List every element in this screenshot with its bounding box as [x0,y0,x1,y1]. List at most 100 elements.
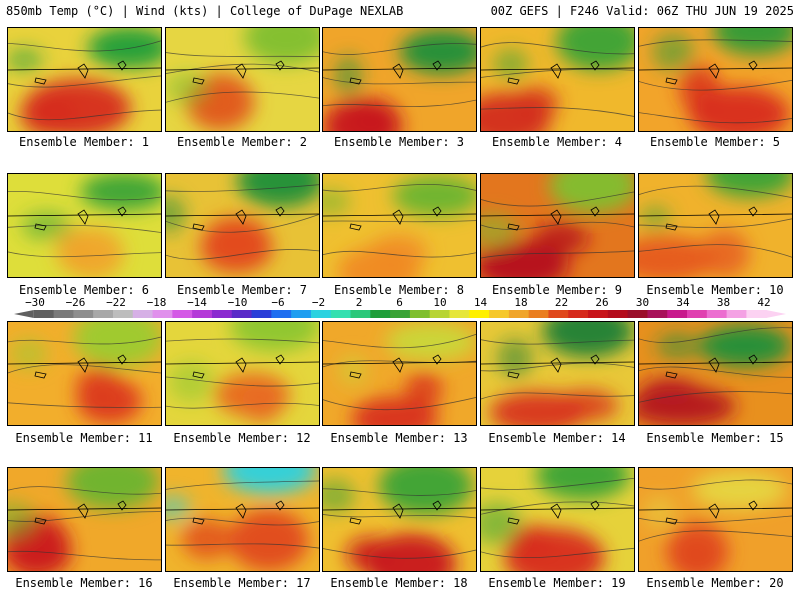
ensemble-member-map [480,27,635,132]
colorbar-segment [409,310,431,318]
colorbar-segment [93,310,114,318]
colorbar-segment [568,310,589,318]
colorbar-tick-label: −22 [106,296,126,309]
temperature-field [166,468,319,571]
temperature-field [481,174,634,277]
colorbar-tick-label: 42 [757,296,771,309]
ensemble-member-caption: Ensemble Member: 10 [646,283,784,297]
temperature-field [481,468,634,571]
ensemble-member-caption: Ensemble Member: 1 [18,135,150,149]
temperature-field [166,322,319,425]
colorbar-segment [390,310,411,318]
colorbar-segment [310,310,332,318]
ensemble-member-map [165,467,320,572]
colorbar-segment [271,310,292,318]
colorbar-segment [152,310,173,318]
ensemble-member-map [7,27,162,132]
ensemble-member-caption: Ensemble Member: 12 [173,431,311,445]
colorbar-segment [588,310,609,318]
colorbar-tick-label: −10 [227,296,248,309]
ensemble-member-caption: Ensemble Member: 18 [330,576,468,590]
colorbar-segment [706,310,728,318]
colorbar-tick-label: 26 [595,296,609,309]
ensemble-member-map [165,321,320,426]
colorbar-tick-label: 38 [716,296,731,309]
run-valid-time: 00Z GEFS | F246 Valid: 06Z THU JUN 19 20… [490,4,794,18]
colorbar-segment [370,310,391,318]
ensemble-member-map [638,467,793,572]
ensemble-member-caption: Ensemble Member: 4 [491,135,623,149]
colorbar-tick-label: −26 [65,296,86,309]
colorbar-segment [350,310,371,318]
ensemble-member-caption: Ensemble Member: 9 [491,283,623,297]
colorbar-tick-label: −2 [311,296,326,309]
temperature-field [8,174,161,277]
colorbar-tick-label: 34 [676,296,690,309]
ensemble-member-caption: Ensemble Member: 3 [333,135,465,149]
temperature-field [323,174,476,277]
temperature-field [639,322,792,425]
ensemble-member-map [7,321,162,426]
ensemble-member-map [638,173,793,278]
colorbar-segment [33,310,55,318]
ensemble-member-caption: Ensemble Member: 14 [488,431,626,445]
ensemble-member-caption: Ensemble Member: 19 [488,576,626,590]
colorbar-segment [291,310,312,318]
ensemble-member-map [480,467,635,572]
temperature-field [639,28,792,131]
ensemble-member-map [480,321,635,426]
colorbar-segment [667,310,688,318]
ensemble-member-caption: Ensemble Member: 17 [173,576,311,590]
ensemble-member-map [322,467,477,572]
ensemble-member-caption: Ensemble Member: 11 [15,431,153,445]
colorbar-tick-label: 18 [514,296,528,309]
ensemble-member-map [7,467,162,572]
temperature-field [323,322,476,425]
colorbar-segment [172,310,193,318]
colorbar-segment [528,310,549,318]
ensemble-member-map [638,27,793,132]
temperature-field [8,28,161,131]
ensemble-member-map [7,173,162,278]
colorbar-segment [746,310,767,318]
ensemble-member-caption: Ensemble Member: 7 [176,283,308,297]
colorbar-tick-label: 30 [635,296,650,309]
colorbar-min-arrow [14,310,34,318]
temperature-colorbar [14,310,786,318]
temperature-field [166,174,319,277]
ensemble-member-caption: Ensemble Member: 8 [333,283,465,297]
colorbar-segment [687,310,708,318]
temperature-field [8,322,161,425]
colorbar-tick-label: 10 [433,296,447,309]
colorbar-segment [231,310,253,318]
temperature-field [481,28,634,131]
ensemble-member-caption: Ensemble Member: 13 [330,431,468,445]
colorbar-segment [132,310,154,318]
colorbar-segment [508,310,530,318]
colorbar-segment [469,310,490,318]
temperature-field [323,28,476,131]
colorbar-segment [251,310,272,318]
colorbar-tick-label: 6 [396,296,403,309]
colorbar-tick-label: −6 [271,296,285,309]
colorbar-segment [330,310,352,318]
colorbar-segment [112,310,134,318]
colorbar-segment [627,310,648,318]
temperature-field [8,468,161,571]
colorbar-segment [607,310,629,318]
colorbar-tick-label: −14 [187,296,207,309]
temperature-field [166,28,319,131]
temperature-field [639,468,792,571]
ensemble-member-caption: Ensemble Member: 20 [646,576,784,590]
ensemble-member-caption: Ensemble Member: 6 [18,283,150,297]
colorbar-segment [211,310,233,318]
colorbar-segment [726,310,747,318]
ensemble-member-map [638,321,793,426]
colorbar-segment [489,310,510,318]
ensemble-member-map [480,173,635,278]
ensemble-member-map [165,27,320,132]
colorbar-segment [548,310,569,318]
ensemble-member-caption: Ensemble Member: 16 [15,576,153,590]
ensemble-member-map [165,173,320,278]
ensemble-member-caption: Ensemble Member: 5 [649,135,781,149]
